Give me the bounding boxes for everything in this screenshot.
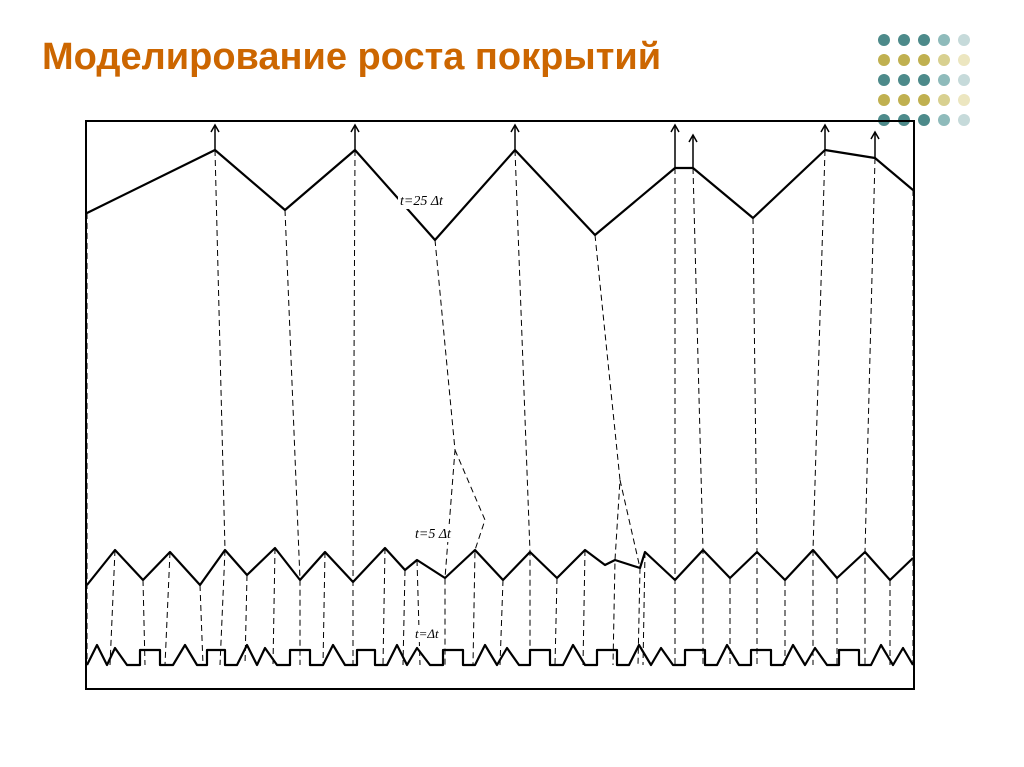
svg-text:t=25 Δt: t=25 Δt bbox=[400, 194, 444, 209]
slide-title: Моделирование роста покрытий bbox=[42, 36, 661, 79]
growth-diagram: t=25 Δt t=5 Δt t=Δt bbox=[85, 120, 915, 690]
svg-text:t=Δt: t=Δt bbox=[415, 626, 439, 641]
svg-text:t=5 Δt: t=5 Δt bbox=[415, 527, 452, 542]
